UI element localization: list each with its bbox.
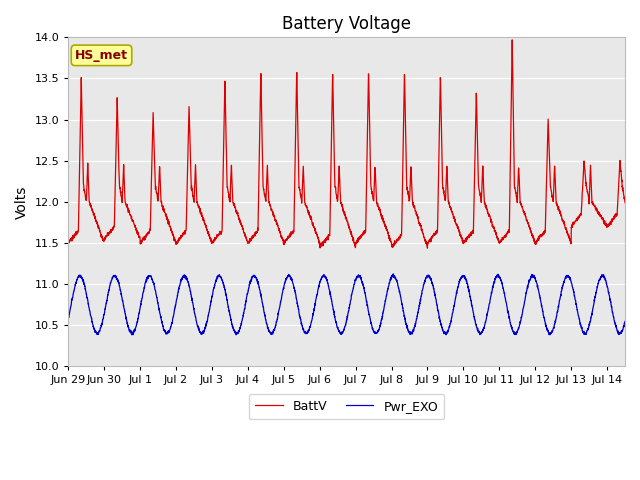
Pwr_EXO [425,273,433,279]
Pwr_EXO [239,316,246,322]
Title: Battery Voltage: Battery Voltage [282,15,411,33]
BattV [188,187,196,192]
Pwr_EXO [433,300,440,305]
Pwr_EXO [390,271,397,277]
Line: Pwr_EXO: Pwr_EXO [68,274,625,335]
BattV [433,231,440,237]
Pwr_EXO [605,293,613,299]
BattV [508,37,516,43]
Legend: BattV, Pwr_EXO: BattV, Pwr_EXO [249,394,444,420]
Pwr_EXO [65,315,72,321]
BattV [424,245,431,251]
BattV [621,200,629,205]
Line: BattV: BattV [68,40,625,248]
Pwr_EXO [621,319,629,324]
BattV [605,222,613,228]
Pwr_EXO [569,286,577,292]
Pwr_EXO [188,296,196,301]
BattV [569,220,577,226]
BattV [238,224,246,229]
Y-axis label: Volts: Volts [15,185,29,218]
BattV [425,240,433,245]
BattV [65,239,72,244]
Pwr_EXO [128,332,136,338]
Text: HS_met: HS_met [75,49,128,62]
